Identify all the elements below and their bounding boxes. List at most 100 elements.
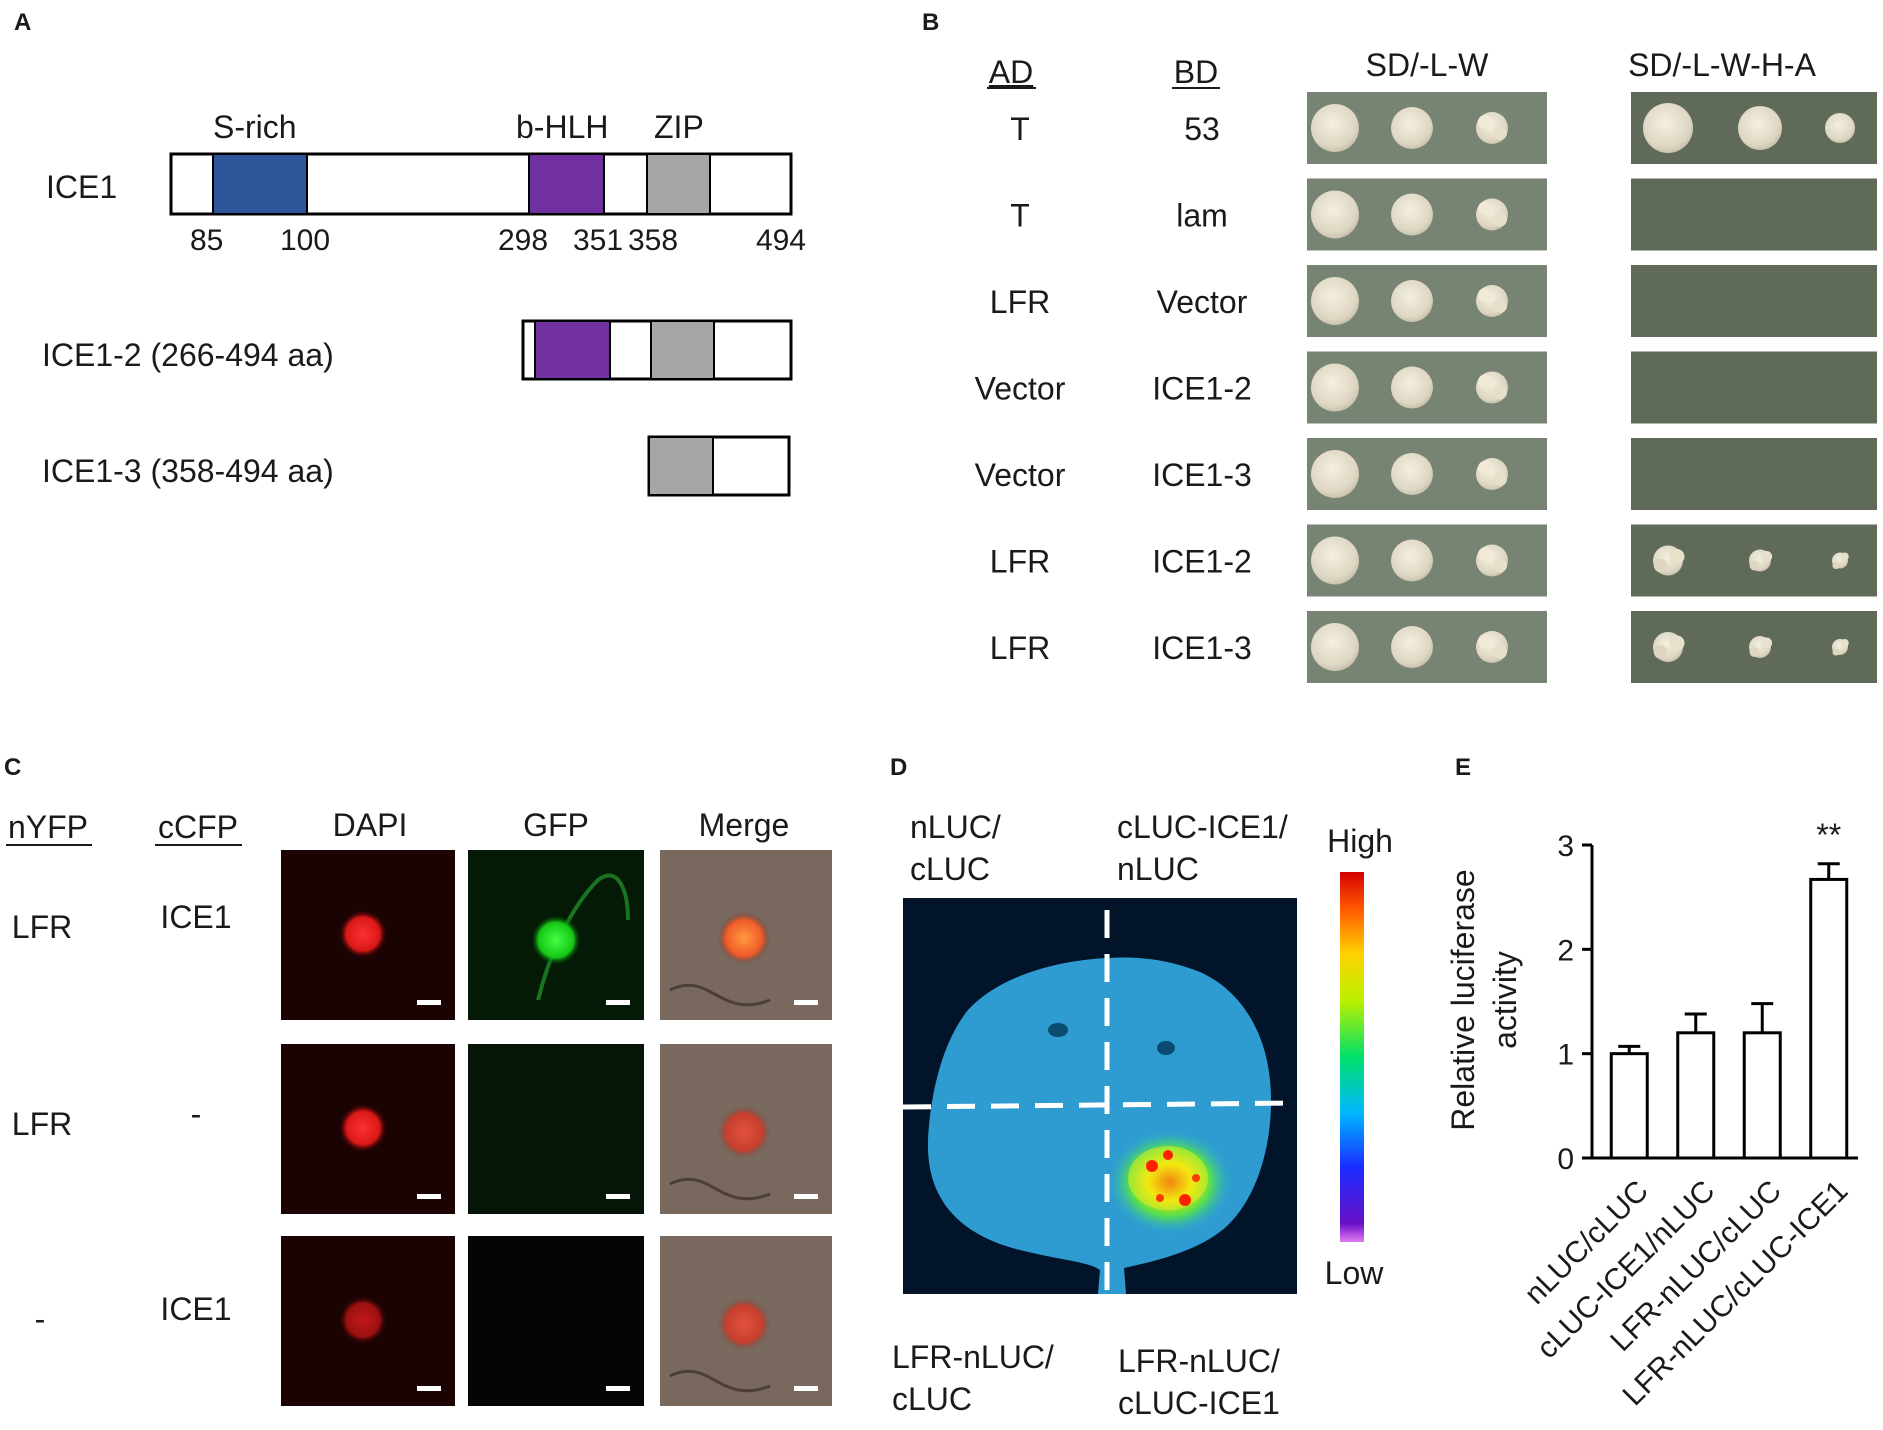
yeast-colony — [1643, 103, 1693, 153]
ad-construct-label: LFR — [990, 284, 1050, 320]
bar — [1809, 877, 1849, 1160]
horizontal-divider — [902, 1100, 1298, 1110]
scale-bar — [794, 1000, 818, 1005]
y2h-row: Vector ICE1-3 — [975, 438, 1877, 510]
scale-bar — [417, 1000, 441, 1005]
plate-sd-lwha — [1631, 178, 1877, 251]
yeast-colony — [1738, 106, 1782, 150]
bar — [1676, 1031, 1716, 1160]
plate2-header: SD/-L-W-H-A — [1628, 47, 1817, 83]
ad-construct-label: Vector — [975, 457, 1066, 493]
nucleus — [339, 1104, 387, 1152]
bottom-left-label-line1: LFR-nLUC/ — [892, 1339, 1054, 1375]
luciferase-image — [902, 898, 1298, 1294]
bar — [1742, 1031, 1782, 1160]
bar — [1609, 1052, 1649, 1160]
scale-bar — [606, 1000, 630, 1005]
ice1-full-bar — [169, 152, 793, 216]
panel-e: E Relative luciferase activity 0123nLUC/… — [1445, 754, 1858, 1412]
bd-construct-label: ICE1-3 — [1152, 630, 1252, 666]
y2h-row: LFR ICE1-2 — [990, 524, 1877, 597]
significance-label: ** — [1816, 817, 1841, 853]
bd-construct-label: ICE1-2 — [1152, 544, 1252, 580]
yeast-colony — [1825, 113, 1855, 143]
top-left-label-line1: nLUC/ — [910, 809, 1001, 845]
scale-bar — [417, 1386, 441, 1391]
yeast-colony — [1311, 363, 1359, 412]
position-298: 298 — [498, 224, 548, 257]
position-100: 100 — [280, 224, 330, 257]
y-tick-label: 3 — [1557, 830, 1574, 863]
scale-bar — [606, 1386, 630, 1391]
yeast-colony — [1391, 366, 1433, 409]
y-axis-label-line2: activity — [1487, 951, 1523, 1049]
nucleus — [339, 1296, 387, 1344]
ice1-label: ICE1 — [46, 169, 117, 205]
ice1-3-bar — [647, 435, 791, 497]
y2h-row: Vector ICE1-2 — [975, 351, 1877, 424]
ice1-2-label: ICE1-2 (266-494 aa) — [42, 337, 334, 373]
gfp-nucleus — [531, 915, 581, 965]
panel-label-a: A — [14, 9, 31, 36]
y2h-rows: T 53 T lam LFR Vector Vector ICE1-2 Vector ICE1-3… — [975, 92, 1877, 683]
ice1-2-bar — [521, 319, 793, 381]
panel-b: B AD BD SD/-L-W SD/-L-W-H-A T 53 T lam LFR Ve… — [922, 9, 1877, 683]
scale-bar — [794, 1194, 818, 1199]
panel-label-b: B — [922, 9, 939, 36]
panel-label-d: D — [890, 754, 907, 781]
gfp-image — [468, 1044, 644, 1214]
yeast-colony — [1391, 193, 1433, 236]
panel-d: D nLUC/ cLUC cLUC-ICE1/ nLUC High Low LF… — [890, 754, 1393, 1421]
nucleus — [339, 910, 387, 958]
position-85: 85 — [190, 224, 223, 257]
zip-domain — [646, 153, 711, 215]
top-right-label-line1: cLUC-ICE1/ — [1117, 809, 1288, 845]
plate-sd-lwha — [1631, 351, 1877, 424]
position-494: 494 — [756, 224, 806, 257]
position-351: 351 — [573, 224, 623, 257]
scale-bar — [606, 1194, 630, 1199]
bd-header: BD — [1174, 54, 1218, 90]
ccfp-construct-label: ICE1 — [160, 899, 231, 935]
nyfp-construct-label: - — [35, 1301, 46, 1337]
yeast-colony — [1391, 539, 1433, 582]
yeast-colony — [1311, 450, 1359, 498]
bd-construct-label: ICE1-2 — [1152, 371, 1252, 407]
panel-label-c: C — [4, 754, 21, 781]
bhlh-domain-label: b-HLH — [516, 109, 608, 145]
y-tick-label: 2 — [1557, 934, 1574, 967]
bottom-left-label-line2: cLUC — [892, 1381, 972, 1417]
bifc-row: LFR ICE1 — [12, 850, 832, 1020]
ice1-3-label: ICE1-3 (358-494 aa) — [42, 453, 334, 489]
bd-construct-label: lam — [1176, 198, 1228, 234]
scale-high-label: High — [1327, 823, 1393, 859]
dapi-header: DAPI — [333, 807, 408, 843]
panel-a: A S-rich b-HLH ZIP ICE1 85 100 298 351 3… — [14, 9, 806, 497]
ad-header: AD — [989, 54, 1033, 90]
merge-header: Merge — [699, 807, 790, 843]
bd-construct-label: ICE1-3 — [1152, 457, 1252, 493]
yeast-colony — [1391, 280, 1433, 322]
y-tick-label: 1 — [1557, 1039, 1574, 1072]
s-rich-domain-label: S-rich — [213, 109, 297, 145]
scale-bar — [794, 1386, 818, 1391]
scale-bar — [417, 1194, 441, 1199]
yeast-colony — [1391, 626, 1433, 668]
y-tick-label: 0 — [1557, 1143, 1574, 1176]
y2h-row: LFR Vector — [990, 265, 1877, 337]
yeast-colony — [1311, 536, 1359, 585]
plate-sd-lwha — [1631, 438, 1877, 510]
yeast-colony — [1391, 107, 1433, 149]
merge-nucleus — [718, 1106, 770, 1158]
luminescence-colorbar — [1340, 872, 1364, 1242]
panel-label-e: E — [1455, 754, 1471, 781]
bifc-rows: LFR ICE1 LFR - - ICE1 — [12, 850, 832, 1406]
bd-construct-label: Vector — [1157, 284, 1248, 320]
scale-low-label: Low — [1325, 1255, 1385, 1291]
bifc-row: - ICE1 — [35, 1236, 832, 1406]
ad-construct-label: T — [1010, 111, 1030, 147]
plate-sd-lwha — [1631, 265, 1877, 337]
top-right-label-line2: nLUC — [1117, 851, 1199, 887]
